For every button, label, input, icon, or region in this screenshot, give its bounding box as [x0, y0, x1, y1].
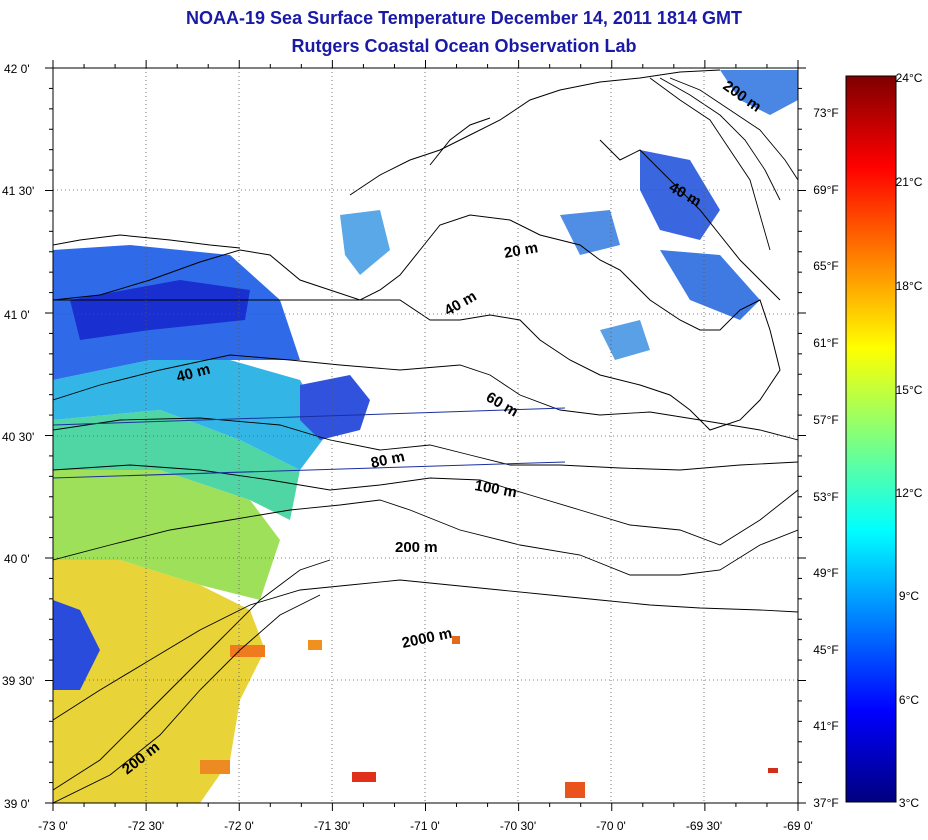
bathymetry-contours [53, 77, 798, 803]
cbar-f-label: 53°F [813, 490, 838, 504]
cbar-f-label: 65°F [813, 259, 838, 273]
lat-label: 39 0' [4, 797, 30, 811]
lat-label: 41 30' [2, 184, 34, 198]
sst-field [53, 70, 798, 803]
frame-ticks [45, 60, 806, 811]
sst-warm-shelf [53, 560, 265, 803]
cbar-c-label: 6°C [899, 693, 919, 707]
cbar-f-label: 57°F [813, 413, 838, 427]
map-title: NOAA-19 Sea Surface Temperature December… [186, 8, 742, 28]
cbar-f-label: 41°F [813, 719, 838, 733]
lon-label: -70 30' [500, 819, 536, 833]
cbar-c-label: 21°C [896, 175, 923, 189]
lat-label: 40 0' [4, 552, 30, 566]
lat-label: 39 30' [2, 674, 34, 688]
cbar-f-label: 73°F [813, 106, 838, 120]
colorbar-celsius-labels: 24°C 21°C 18°C 15°C 12°C 9°C 6°C 3°C [896, 71, 923, 810]
sst-green-band [53, 410, 300, 520]
lon-label: -70 0' [596, 819, 626, 833]
swath-lines [53, 407, 566, 479]
lon-label: -73 0' [38, 819, 68, 833]
latitude-labels: 42 0' 41 30' 41 0' 40 30' 40 0' 39 30' 3… [2, 62, 34, 811]
cbar-c-label: 15°C [896, 383, 923, 397]
contour-label: 100 m [473, 477, 518, 501]
sst-bay-patch [340, 210, 390, 275]
longitude-labels: -73 0' -72 30' -72 0' -71 30' -71 0' -70… [38, 819, 813, 833]
colorbar-fahrenheit-labels: 73°F 69°F 65°F 61°F 57°F 53°F 49°F 45°F … [813, 106, 838, 810]
sst-warm-speck [352, 772, 376, 782]
cbar-f-label: 49°F [813, 566, 838, 580]
cbar-c-label: 9°C [899, 589, 919, 603]
lon-label: -71 30' [314, 819, 350, 833]
sst-mid-patch [300, 375, 370, 440]
sst-ne-patch-3 [720, 70, 798, 115]
sst-deep-blue-patch [70, 280, 250, 340]
sst-warm-speck [200, 760, 230, 774]
map-subtitle: Rutgers Coastal Ocean Observation Lab [291, 36, 637, 56]
cbar-f-label: 61°F [813, 336, 838, 350]
lat-label: 41 0' [4, 308, 30, 322]
cbar-c-label: 24°C [896, 71, 923, 85]
lon-label: -69 30' [686, 819, 722, 833]
contour-label: 20 m [503, 239, 540, 262]
contour-label: 200 m [395, 539, 438, 556]
cbar-c-label: 12°C [896, 486, 923, 500]
colorbar [845, 75, 897, 803]
sst-cyan-band [53, 360, 330, 470]
contour-label: 40 m [442, 288, 480, 320]
lon-label: -71 0' [410, 819, 440, 833]
lat-label: 42 0' [4, 62, 30, 76]
lat-label: 40 30' [2, 430, 34, 444]
sst-warm-speck [308, 640, 322, 650]
lon-label: -69 0' [783, 819, 813, 833]
lon-label: -72 0' [224, 819, 254, 833]
sst-warm-speck [452, 636, 460, 644]
sst-ne-patch-2 [660, 250, 760, 320]
sst-yellowgreen-band [53, 470, 280, 600]
cbar-f-label: 69°F [813, 183, 838, 197]
sst-cold-patch-south [53, 600, 100, 690]
sst-warm-speck [768, 768, 778, 773]
contour-label: 80 m [369, 448, 406, 472]
cbar-f-label: 45°F [813, 643, 838, 657]
sst-ne-patch-5 [600, 320, 650, 360]
cbar-c-label: 3°C [899, 796, 919, 810]
contour-label: 2000 m [400, 625, 453, 652]
cbar-c-label: 18°C [896, 279, 923, 293]
sst-ne-patch-1 [640, 150, 720, 240]
sst-warm-speck [565, 782, 585, 798]
lon-label: -72 30' [128, 819, 164, 833]
contour-label: 60 m [483, 389, 521, 421]
graticule [53, 68, 798, 803]
coastline [53, 69, 781, 431]
cbar-f-label: 37°F [813, 796, 838, 810]
